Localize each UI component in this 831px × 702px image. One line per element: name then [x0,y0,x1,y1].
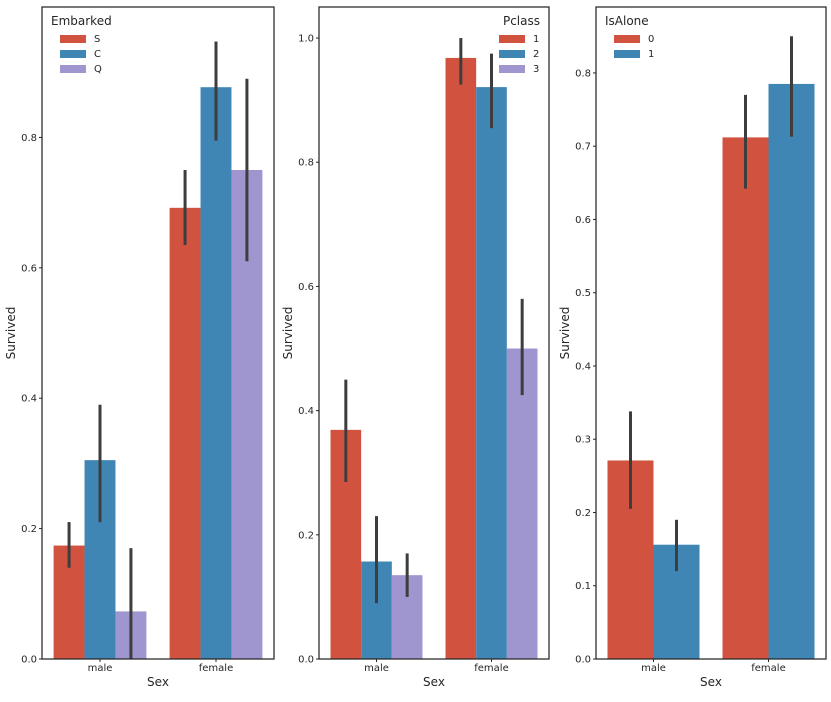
legend-label: 2 [533,49,539,60]
bar-C-female [200,87,232,660]
bar-1-female [445,57,477,660]
y-tick-label: 0.0 [575,655,591,666]
y-tick-label: 0.2 [21,524,37,535]
y-tick-label: 0.8 [21,133,37,144]
y-axis-label: Survived [4,307,18,360]
y-tick-label: 0.8 [298,158,314,169]
legend-label: 0 [648,34,654,45]
x-tick-label: male [641,663,666,674]
y-tick-label: 0.0 [21,655,37,666]
legend-swatch [499,50,525,58]
legend-swatch [60,50,86,58]
legend-swatch [60,35,86,43]
legend: Pclass 1 2 3 [499,14,540,75]
bar-2-female [476,87,507,660]
chart-panel-3: 0.0 0.1 0.2 0.3 0.4 0.5 0.6 0.7 0.8 male female Sex… [558,6,827,689]
y-tick-label: 0.6 [21,263,37,274]
legend-title: Embarked [51,14,112,28]
legend-label: S [94,34,100,45]
x-tick-label: female [751,663,785,674]
bar-1-female [768,83,815,660]
y-tick-label: 0.6 [575,215,591,226]
bar-S-female [169,207,201,660]
axes-frame [41,6,275,660]
x-axis-label: Sex [700,675,722,689]
y-tick-label: 1.0 [298,34,314,45]
legend-label: 1 [533,34,539,45]
axes-frame [318,6,550,660]
axes-frame [595,6,827,660]
y-tick-label: 0.7 [575,142,591,153]
y-tick-label: 0.8 [575,68,591,79]
y-tick-label: 0.0 [298,655,314,666]
bar-0-female [722,137,769,659]
legend-title: IsAlone [605,14,649,28]
y-tick-label: 0.2 [298,530,314,541]
y-tick-label: 0.4 [298,406,314,417]
chart-panel-2: 0.0 0.2 0.4 0.6 0.8 1.0 male female Sex Survived P… [281,6,550,689]
legend-label: 1 [648,49,654,60]
legend-label: C [94,49,101,60]
legend: Embarked SCQ [51,14,112,75]
y-axis-label: Survived [281,307,295,360]
x-tick-label: female [474,663,508,674]
bar-3-female [506,348,538,659]
y-axis-label: Survived [558,307,572,360]
x-axis-label: Sex [423,675,445,689]
y-tick-label: 0.4 [575,361,591,372]
chart-panel-1: 0.0 0.2 0.4 0.6 0.8 male female Sex Survived Emba… [4,6,275,689]
y-tick-label: 0.6 [298,282,314,293]
legend-swatch [614,35,640,43]
legend-swatch [499,65,525,73]
x-axis-label: Sex [147,675,169,689]
x-tick-label: female [199,663,233,674]
y-tick-label: 0.4 [21,394,37,405]
y-tick-label: 0.2 [575,508,591,519]
y-tick-label: 0.3 [575,435,591,446]
legend-swatch [614,50,640,58]
x-tick-label: male [88,663,113,674]
legend-swatch [499,35,525,43]
y-tick-label: 0.1 [575,581,591,592]
legend: IsAlone 0 1 [605,14,654,60]
legend-label: Q [94,64,102,75]
y-tick-label: 0.5 [575,288,591,299]
legend-swatch [60,65,86,73]
x-tick-label: male [364,663,389,674]
legend-title: Pclass [503,14,540,28]
legend-label: 3 [533,64,539,75]
